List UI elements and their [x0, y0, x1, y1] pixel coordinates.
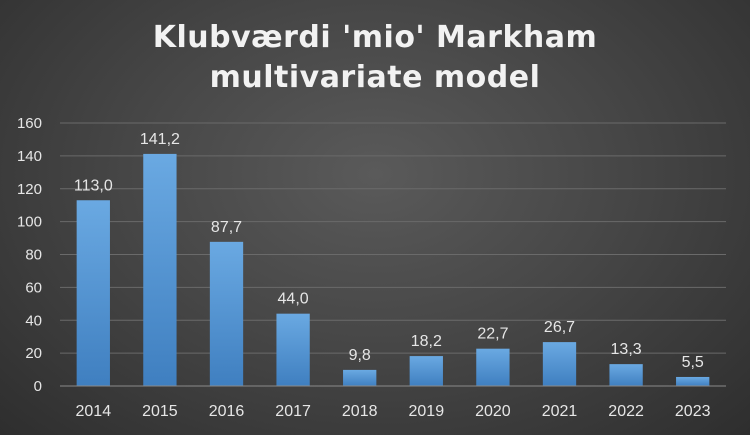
bars: [76, 153, 710, 386]
y-tick-label: 20: [25, 345, 42, 362]
bar-2016: [209, 241, 244, 386]
data-labels: 113,0 141,2 87,7 44,0 9,8 18,2 22,7 26,7 13,3 5,5: [74, 131, 704, 371]
y-tick-label: 100: [17, 214, 42, 231]
bar-2023: [676, 376, 710, 386]
data-label-2015: 141,2: [140, 131, 180, 148]
data-label-2021: 26,7: [544, 319, 575, 336]
x-tick-label: 2016: [209, 403, 245, 420]
x-tick-label: 2018: [342, 403, 378, 420]
bar-2017: [276, 313, 310, 386]
data-label-2019: 18,2: [411, 333, 442, 350]
chart-title-line-1: Klubværdi 'mio' Markham: [152, 20, 598, 55]
data-label-2016: 87,7: [211, 219, 242, 236]
bar-2015: [143, 153, 177, 386]
x-tick-label: 2020: [475, 403, 511, 420]
y-tick-label: 40: [25, 312, 42, 329]
bar-2022: [609, 364, 643, 386]
y-tick-label: 60: [25, 279, 42, 296]
bar-2021: [542, 342, 577, 386]
data-label-2018: 9,8: [349, 347, 371, 364]
x-tick-label: 2023: [675, 403, 711, 420]
bar-2014: [76, 200, 110, 386]
chart-title-line-2: multivariate model: [209, 60, 541, 95]
y-tick-label: 140: [17, 148, 42, 165]
y-tick-label: 160: [17, 115, 42, 132]
x-tick-label: 2019: [409, 403, 445, 420]
bar-2018: [343, 369, 377, 386]
x-tick-label: 2017: [275, 403, 311, 420]
x-tick-label: 2021: [542, 403, 578, 420]
bar-2020: [476, 348, 510, 386]
data-label-2014: 113,0: [74, 177, 113, 194]
y-tick-label: 0: [34, 378, 42, 395]
data-label-2017: 44,0: [278, 291, 309, 308]
x-tick-label: 2022: [608, 403, 644, 420]
x-tick-label: 2014: [76, 403, 112, 420]
data-label-2022: 13,3: [611, 341, 642, 358]
y-tick-label: 120: [17, 181, 42, 198]
data-label-2020: 22,7: [477, 326, 508, 343]
bar-2019: [409, 356, 443, 386]
axes: 0 20 40 60 80 100 120 140 160 2014 2015 2016 2017 201…: [17, 115, 726, 420]
y-tick-label: 80: [25, 247, 42, 264]
x-tick-label: 2015: [142, 403, 178, 420]
data-label-2023: 5,5: [682, 354, 704, 371]
